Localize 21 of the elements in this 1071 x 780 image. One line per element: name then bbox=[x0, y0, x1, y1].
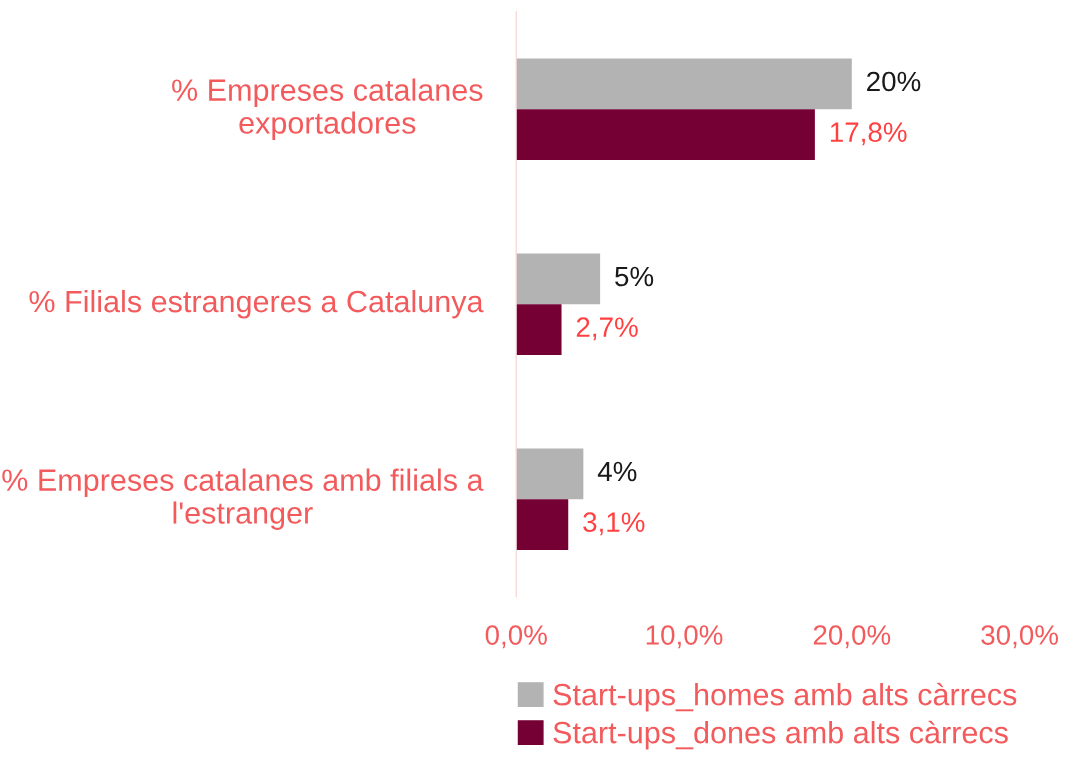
bar bbox=[516, 448, 584, 500]
bar bbox=[516, 499, 569, 550]
data-label: 4% bbox=[597, 461, 637, 482]
y-tick-label: % Filials estrangeres a Catalunya bbox=[29, 289, 484, 319]
legend-label: Start-ups_homes amb alts càrrecs bbox=[553, 682, 1017, 712]
bar bbox=[516, 109, 815, 160]
bar bbox=[516, 253, 601, 305]
data-label: 2,7% bbox=[576, 317, 638, 341]
data-label: 20% bbox=[867, 71, 921, 92]
x-tick-label: 30,0% bbox=[981, 625, 1058, 649]
bar bbox=[516, 304, 562, 355]
x-tick-label: 0,0% bbox=[485, 625, 547, 649]
legend-label: Start-ups_dones amb alts càrrecs bbox=[553, 720, 1008, 750]
data-label: 5% bbox=[615, 266, 654, 287]
x-tick-label: 20,0% bbox=[813, 625, 891, 649]
y-tick-label: % Empreses catalanes exportadores bbox=[172, 78, 483, 140]
x-tick-label: 10,0% bbox=[646, 625, 723, 649]
data-label: 3,1% bbox=[583, 512, 645, 536]
data-label: 17,8% bbox=[830, 122, 907, 146]
y-tick-label: % Empreses catalanes amb filials a l'estranger bbox=[2, 468, 484, 530]
bar bbox=[516, 58, 852, 110]
